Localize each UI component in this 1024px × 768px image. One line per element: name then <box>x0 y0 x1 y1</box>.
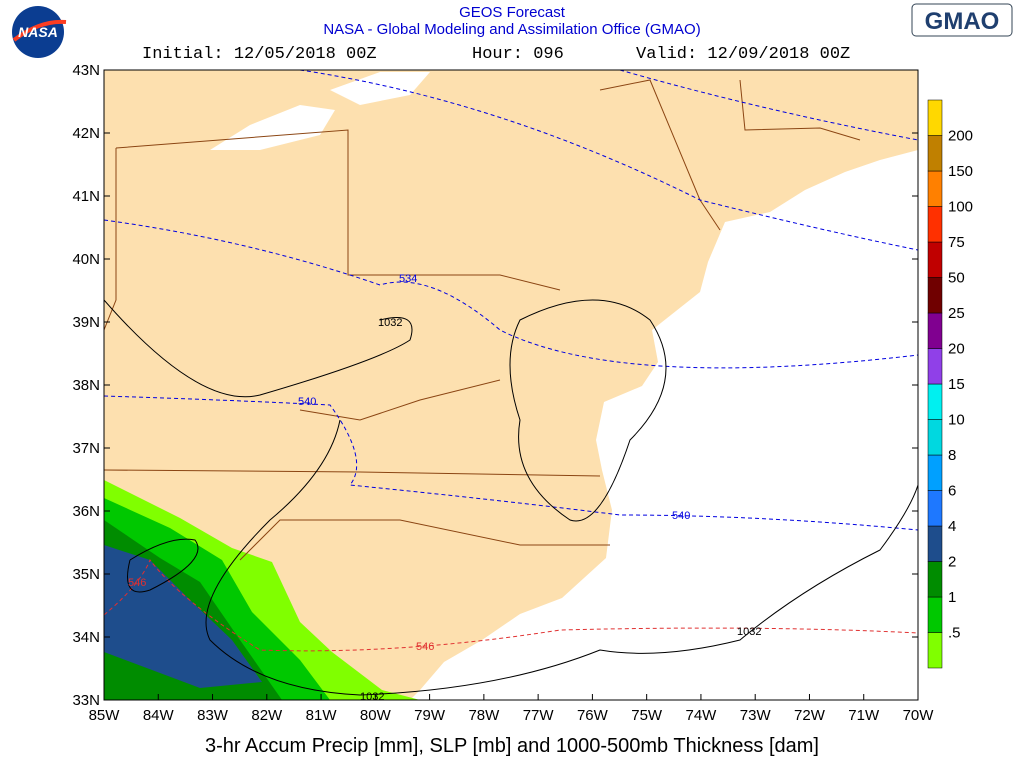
lat-label: 36N <box>72 503 100 520</box>
colorbar-label: 200 <box>948 128 973 145</box>
lon-label: 82W <box>251 707 283 724</box>
lake-ontario <box>330 72 430 105</box>
lon-label: 74W <box>686 707 718 724</box>
map-area <box>104 70 918 700</box>
lat-label: 34N <box>72 629 100 646</box>
colorbar-swatch <box>927 206 943 243</box>
colorbar-swatch <box>927 419 943 456</box>
contour-label: 546 <box>128 577 146 589</box>
colorbar-label: 6 <box>948 483 956 500</box>
thickness-522 <box>619 70 918 141</box>
contour-label: 534 <box>399 273 417 285</box>
subtitle: NASA - Global Modeling and Assimilation … <box>323 21 700 38</box>
isobar-1032-south <box>205 419 918 696</box>
precip-4 <box>104 545 262 688</box>
nasa-logo-text: NASA <box>18 24 58 40</box>
colorbar-swatch <box>927 383 943 420</box>
lon-label: 70W <box>903 707 935 724</box>
valid-time: Valid: 12/09/2018 00Z <box>636 45 850 64</box>
gmao-logo-text: GMAO <box>925 8 1000 35</box>
lat-label: 43N <box>72 62 100 79</box>
colorbar-label: 75 <box>948 234 965 251</box>
lat-label: 33N <box>72 692 100 709</box>
lon-label: 83W <box>197 707 229 724</box>
lat-label: 37N <box>72 440 100 457</box>
contour-label: 1032 <box>378 317 402 329</box>
lat-label: 38N <box>72 377 100 394</box>
lat-label: 39N <box>72 314 100 331</box>
colorbar-swatch <box>927 135 943 172</box>
lat-label: 40N <box>72 251 100 268</box>
colorbar-label: 8 <box>948 447 956 464</box>
colorbar-label: 150 <box>948 163 973 180</box>
thickness-540 <box>104 395 918 531</box>
forecast-hour: Hour: 096 <box>472 45 564 64</box>
colorbar-label: .5 <box>948 625 961 642</box>
thickness-528 <box>299 70 918 251</box>
nasa-logo: NASA <box>12 6 67 58</box>
caption: 3-hr Accum Precip [mm], SLP [mb] and 100… <box>205 735 819 757</box>
lat-label: 42N <box>72 125 100 142</box>
colorbar-label: 25 <box>948 305 965 322</box>
colorbar-swatch <box>927 241 943 278</box>
lon-label: 76W <box>577 707 609 724</box>
colorbar-swatch <box>927 348 943 385</box>
colorbar: .5 1 2 4 6 8 10 15 20 25 50 75 100 150 200 <box>927 99 973 669</box>
colorbar-swatch <box>927 490 943 527</box>
state-borders <box>104 79 861 561</box>
colorbar-label: 15 <box>948 376 965 393</box>
isobar-1032-east <box>509 299 667 522</box>
lon-label: 75W <box>631 707 663 724</box>
colorbar-swatch <box>927 525 943 562</box>
colorbar-label: 4 <box>948 518 956 535</box>
isobar-1036 <box>127 538 199 593</box>
lat-label: 35N <box>72 566 100 583</box>
contour-label: 1032 <box>737 626 761 638</box>
thickness-534 <box>104 219 918 369</box>
colorbar-swatch <box>927 454 943 491</box>
lon-label: 85W <box>89 707 121 724</box>
lon-label: 81W <box>306 707 338 724</box>
colorbar-label: 10 <box>948 412 965 429</box>
contour-label: 1032 <box>360 691 384 703</box>
lat-label: 41N <box>72 188 100 205</box>
gmao-logo: GMAO <box>911 3 1013 37</box>
colorbar-swatch <box>927 632 943 669</box>
contour-label: 540 <box>298 396 316 408</box>
contour-label: 546 <box>416 641 434 653</box>
ocean <box>410 150 918 700</box>
lon-label: 72W <box>794 707 826 724</box>
lon-label: 84W <box>143 707 175 724</box>
colorbar-swatch <box>927 170 943 207</box>
colorbar-swatch <box>927 277 943 314</box>
contour-labels: 534 540 540 546 546 1032 1032 1032 <box>128 273 761 703</box>
colorbar-label: 1 <box>948 589 956 606</box>
lon-label: 73W <box>740 707 772 724</box>
thickness-546 <box>104 558 918 652</box>
contour-label: 540 <box>672 510 690 522</box>
colorbar-label: 100 <box>948 199 973 216</box>
lon-label: 80W <box>360 707 392 724</box>
isobar-1032-north <box>104 299 413 398</box>
colorbar-swatch <box>927 561 943 598</box>
lon-label: 71W <box>848 707 880 724</box>
colorbar-label: 50 <box>948 270 965 287</box>
colorbar-swatch <box>927 596 943 633</box>
colorbar-swatch <box>927 312 943 349</box>
lon-label: 79W <box>414 707 446 724</box>
colorbar-swatch <box>927 99 943 136</box>
title: GEOS Forecast <box>459 4 566 21</box>
colorbar-label: 20 <box>948 341 965 358</box>
lon-label: 77W <box>523 707 555 724</box>
lon-label: 78W <box>468 707 500 724</box>
initial-time: Initial: 12/05/2018 00Z <box>142 45 377 64</box>
colorbar-label: 2 <box>948 554 956 571</box>
